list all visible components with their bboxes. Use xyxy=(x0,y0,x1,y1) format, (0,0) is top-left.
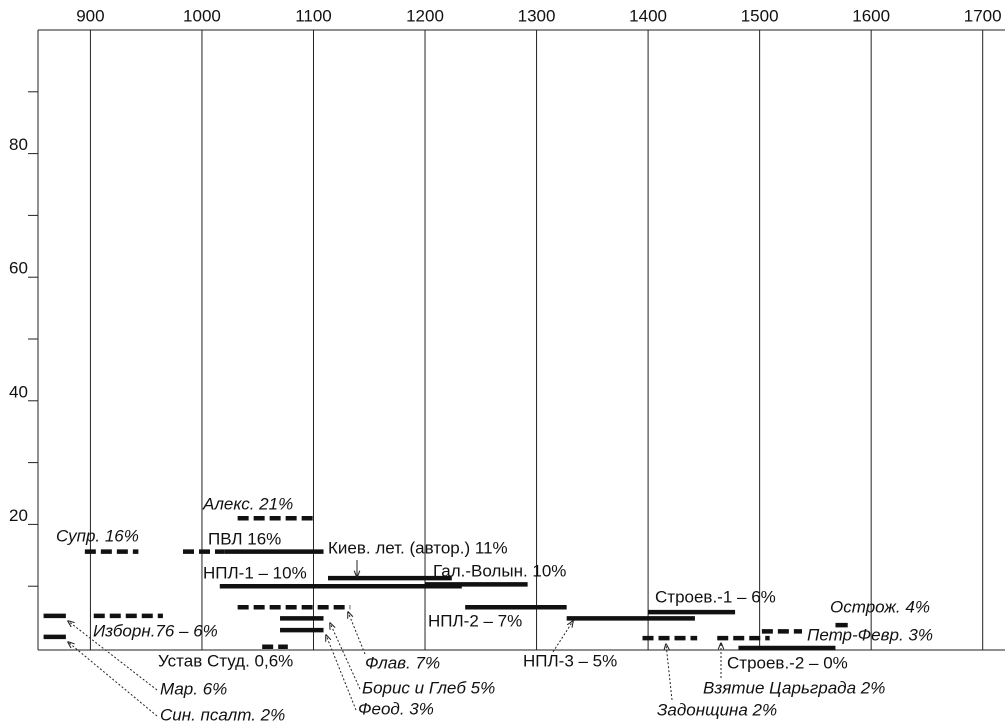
range-label: НПЛ-1 – 10% xyxy=(203,563,307,582)
x-tick-label: 1400 xyxy=(629,6,667,25)
range-label: Устав Студ. 0,6% xyxy=(158,651,293,670)
leader-line xyxy=(68,642,158,717)
x-tick-label: 1200 xyxy=(406,6,444,25)
range-label: Мар. 6% xyxy=(160,679,227,698)
leader-line xyxy=(68,621,158,691)
range-label: Взятие Царьграда 2% xyxy=(703,678,885,697)
range-label: Киев. лет. (автор.) 11% xyxy=(328,538,508,557)
x-tick-label: 1600 xyxy=(852,6,890,25)
range-label: Задонщина 2% xyxy=(657,700,777,719)
y-tick-label: 20 xyxy=(9,506,28,525)
range-label: Гал.-Волын. 10% xyxy=(433,561,566,580)
leader-line xyxy=(552,621,573,653)
x-tick-label: 1700 xyxy=(964,6,1002,25)
range-label: Строев.-2 – 0% xyxy=(727,653,848,672)
x-tick-label: 1100 xyxy=(295,6,332,25)
leader-line xyxy=(666,644,673,701)
x-tick-label: 900 xyxy=(76,6,104,25)
range-label: Изборн.76 – 6% xyxy=(93,621,218,640)
range-label: Феод. 3% xyxy=(358,699,434,718)
range-label: НПЛ-2 – 7% xyxy=(428,611,522,630)
range-label: Борис и Глеб 5% xyxy=(362,678,495,697)
range-label: Алекс. 21% xyxy=(202,494,293,513)
y-tick-label: 80 xyxy=(9,135,28,154)
range-label: Супр. 16% xyxy=(56,526,139,545)
y-tick-label: 40 xyxy=(9,382,28,401)
range-label: Острож. 4% xyxy=(830,597,930,616)
leader-line xyxy=(326,635,357,711)
range-label: Строев.-1 – 6% xyxy=(655,587,776,606)
y-tick-label: 60 xyxy=(9,259,28,278)
range-label: НПЛ-3 – 5% xyxy=(523,651,617,670)
range-label: Син. псалт. 2% xyxy=(160,705,285,723)
x-tick-label: 1300 xyxy=(518,6,556,25)
leader-line xyxy=(348,612,366,655)
leader-line xyxy=(330,623,361,690)
range-label: ПВЛ 16% xyxy=(208,529,281,548)
range-label: Флав. 7% xyxy=(365,653,440,672)
range-label: Петр-Февр. 3% xyxy=(807,625,933,644)
x-tick-label: 1000 xyxy=(183,6,221,25)
x-tick-label: 1500 xyxy=(741,6,779,25)
